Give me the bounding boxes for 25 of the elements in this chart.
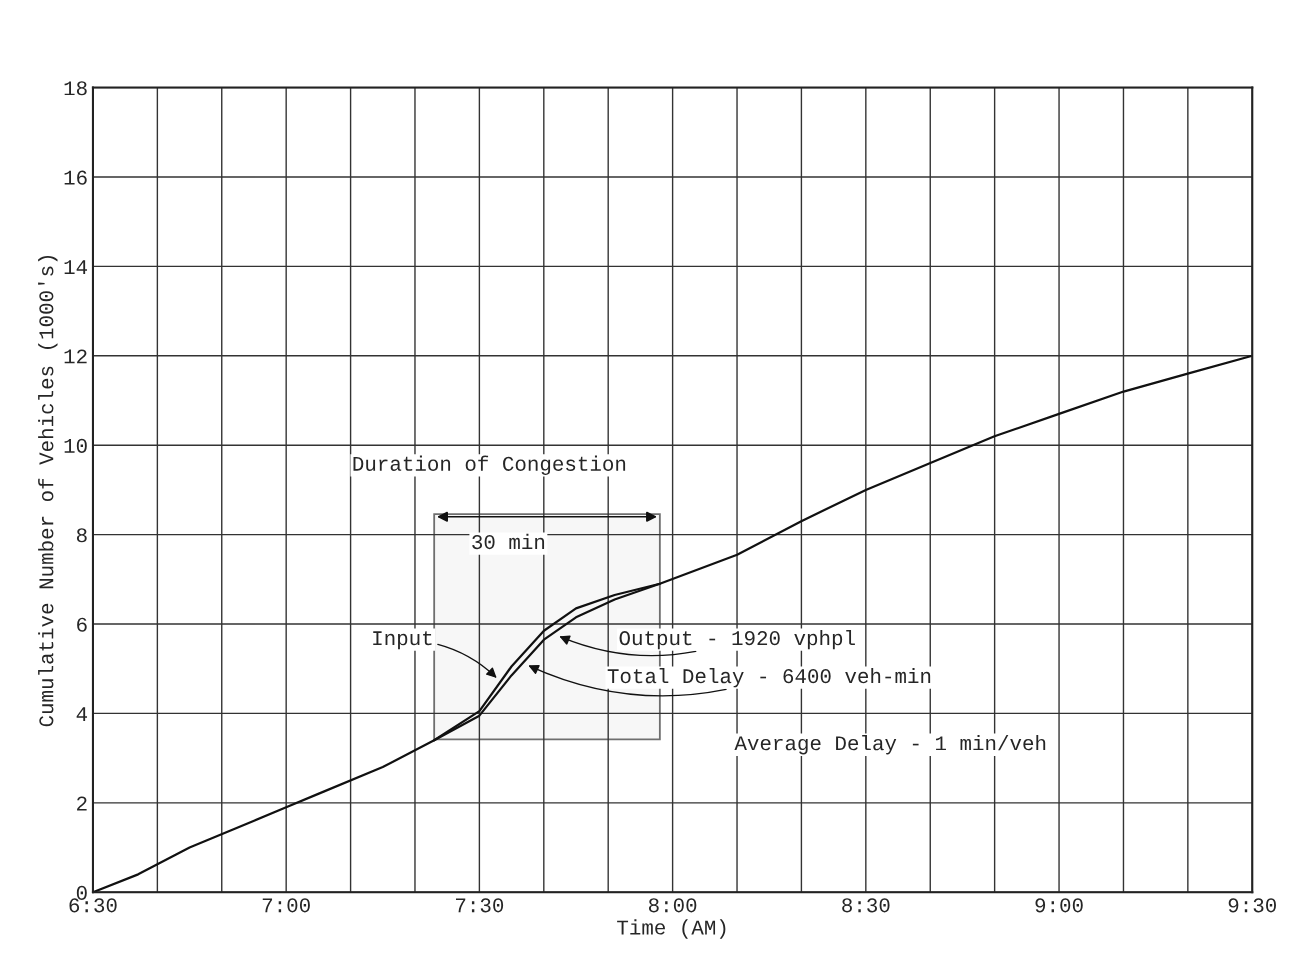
- x-tick-label: 9:00: [1035, 898, 1083, 913]
- y-tick-label: 2: [77, 796, 87, 811]
- x-tick-label: 6:30: [69, 898, 117, 913]
- x-tick-label: 8:00: [648, 898, 697, 913]
- annotation: Total Delay - 6400 veh-min: [607, 667, 931, 688]
- annotation: Input: [373, 631, 432, 650]
- y-tick-label: 10: [64, 438, 87, 453]
- annotation: Average Delay - 1 min/veh: [734, 735, 1046, 755]
- annotation: Duration of Congestion: [353, 455, 626, 476]
- y-tick-label: 0: [76, 885, 87, 900]
- y-tick-label: 16: [64, 170, 87, 185]
- y-tick-label: 4: [76, 707, 88, 721]
- y-tick-label: 6: [77, 617, 87, 632]
- annotation: Output - 1920 vphpl: [619, 629, 855, 650]
- y-tick-label: 14: [64, 260, 88, 274]
- x-axis-title: Time (AM): [617, 919, 726, 939]
- y-tick-label: 12: [64, 349, 87, 364]
- y-tick-label: 18: [64, 81, 87, 96]
- band-label: 30 min: [472, 533, 545, 550]
- x-tick-label: 7:00: [262, 898, 310, 913]
- x-tick-label: 8:30: [842, 898, 890, 913]
- y-axis-title: Cumulative Number of Vehicles (1000's): [38, 255, 58, 727]
- x-tick-label: 7:30: [455, 898, 504, 913]
- y-tick-label: 8: [76, 528, 87, 543]
- x-tick-label: 9:30: [1228, 898, 1276, 913]
